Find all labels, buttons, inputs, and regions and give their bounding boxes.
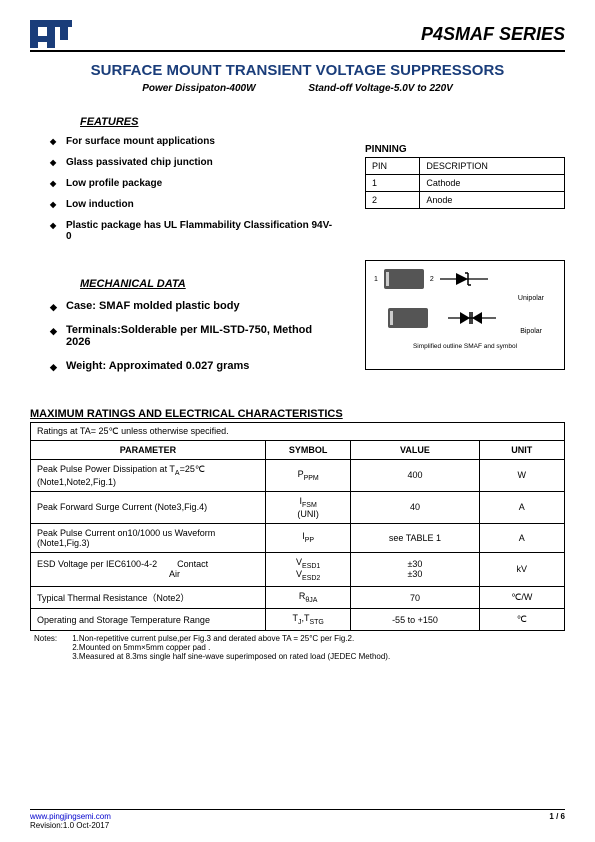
feature-item: Low profile package bbox=[50, 178, 335, 189]
mech-item: Terminals:Solderable per MIL-STD-750, Me… bbox=[50, 324, 335, 348]
table-row: 1 Cathode bbox=[366, 175, 565, 192]
smaf-chip-icon bbox=[388, 308, 428, 328]
company-logo-icon bbox=[30, 20, 72, 48]
footer-revision: Revision:1.0 Oct-2017 bbox=[30, 821, 109, 830]
param-cell: Operating and Storage Temperature Range bbox=[31, 609, 266, 631]
desc-cell: Cathode bbox=[420, 175, 565, 192]
pinning-heading: PINNING bbox=[365, 144, 565, 155]
feature-item: For surface mount applications bbox=[50, 136, 335, 147]
notes-body: 1.Non-repetitive current pulse,per Fig.3… bbox=[72, 634, 390, 661]
header-symbol: SYMBOL bbox=[265, 441, 350, 460]
unit-cell: kV bbox=[479, 552, 564, 587]
pinning-col: PINNING PIN DESCRIPTION 1 Cathode 2 Anod… bbox=[365, 108, 565, 252]
header-unit: UNIT bbox=[479, 441, 564, 460]
unit-cell: A bbox=[479, 523, 564, 552]
features-pinning-row: FEATURES For surface mount applications … bbox=[30, 108, 565, 252]
features-heading: FEATURES bbox=[80, 116, 335, 128]
param-cell: Peak Pulse Power Dissipation at TA=25℃(N… bbox=[31, 460, 266, 492]
subtitle-row: Power Dissipaton-400W Stand-off Voltage-… bbox=[30, 83, 565, 94]
pinning-header-pin: PIN bbox=[366, 158, 420, 175]
unit-cell: W bbox=[479, 460, 564, 492]
param-cell: Typical Thermal Resistance（Note2） bbox=[31, 587, 266, 609]
symbol-cell: PPPM bbox=[265, 460, 350, 492]
pin-label-2: 2 bbox=[430, 276, 434, 283]
pinning-header-desc: DESCRIPTION bbox=[420, 158, 565, 175]
symbol-cell: IPP bbox=[265, 523, 350, 552]
header-value: VALUE bbox=[351, 441, 479, 460]
mechanical-list: Case: SMAF molded plastic body Terminals… bbox=[50, 300, 335, 372]
param-cell: Peak Forward Surge Current (Note3,Fig.4) bbox=[31, 491, 266, 523]
mech-item: Weight: Approximated 0.027 grams bbox=[50, 360, 335, 372]
feature-list: For surface mount applications Glass pas… bbox=[50, 136, 335, 242]
note-line: 2.Mounted on 5mm×5mm copper pad . bbox=[72, 643, 210, 652]
symbol-cell: IFSM(UNI) bbox=[265, 491, 350, 523]
pin-cell: 1 bbox=[366, 175, 420, 192]
header-rule bbox=[30, 50, 565, 52]
param-cell: ESD Voltage per IEC6100-4-2 Contact Air bbox=[31, 552, 266, 587]
ratings-caption: Ratings at TA= 25℃ unless otherwise spec… bbox=[30, 422, 565, 440]
mech-item: Case: SMAF molded plastic body bbox=[50, 300, 335, 312]
unit-cell: ℃/W bbox=[479, 587, 564, 609]
symbol-cell: VESD1VESD2 bbox=[265, 552, 350, 587]
mechanical-heading: MECHANICAL DATA bbox=[80, 278, 335, 290]
unit-cell: A bbox=[479, 491, 564, 523]
value-cell: 400 bbox=[351, 460, 479, 492]
table-row: 2 Anode bbox=[366, 192, 565, 209]
table-row: Peak Forward Surge Current (Note3,Fig.4)… bbox=[31, 491, 565, 523]
mechanical-diagram-row: MECHANICAL DATA Case: SMAF molded plasti… bbox=[30, 260, 565, 384]
notes-label: Notes: bbox=[34, 634, 70, 643]
footer-left: www.pingjingsemi.com Revision:1.0 Oct-20… bbox=[30, 812, 111, 830]
table-row: Typical Thermal Resistance（Note2） RθJA 7… bbox=[31, 587, 565, 609]
bipolar-diode-icon bbox=[448, 309, 496, 327]
subtitle-voltage: Stand-off Voltage-5.0V to 220V bbox=[308, 83, 452, 94]
page-footer: www.pingjingsemi.com Revision:1.0 Oct-20… bbox=[30, 809, 565, 830]
ratings-heading: MAXIMUM RATINGS AND ELECTRICAL CHARACTER… bbox=[30, 408, 565, 420]
value-cell: -55 to +150 bbox=[351, 609, 479, 631]
pinning-table: PIN DESCRIPTION 1 Cathode 2 Anode bbox=[365, 157, 565, 209]
feature-item: Plastic package has UL Flammability Clas… bbox=[50, 220, 335, 242]
bipolar-label: Bipolar bbox=[374, 328, 556, 335]
symbol-cell: TJ,TSTG bbox=[265, 609, 350, 631]
features-col: FEATURES For surface mount applications … bbox=[30, 108, 335, 252]
param-cell: Peak Pulse Current on10/1000 us Waveform… bbox=[31, 523, 266, 552]
diagram-col: 1 2 Unipolar bbox=[365, 260, 565, 384]
table-row: Peak Pulse Power Dissipation at TA=25℃(N… bbox=[31, 460, 565, 492]
symbol-cell: RθJA bbox=[265, 587, 350, 609]
unipolar-diode-icon bbox=[440, 270, 488, 288]
value-cell: 40 bbox=[351, 491, 479, 523]
notes-block: Notes: 1.Non-repetitive current pulse,pe… bbox=[30, 634, 565, 661]
ratings-table: PARAMETER SYMBOL VALUE UNIT Peak Pulse P… bbox=[30, 440, 565, 631]
unit-cell: ℃ bbox=[479, 609, 564, 631]
series-title: P4SMAF SERIES bbox=[421, 24, 565, 45]
smaf-chip-icon bbox=[384, 269, 424, 289]
feature-item: Glass passivated chip junction bbox=[50, 157, 335, 168]
package-diagram: 1 2 Unipolar bbox=[365, 260, 565, 370]
note-line: 1.Non-repetitive current pulse,per Fig.3… bbox=[72, 634, 354, 643]
table-row: ESD Voltage per IEC6100-4-2 Contact Air … bbox=[31, 552, 565, 587]
table-row: PIN DESCRIPTION bbox=[366, 158, 565, 175]
header-row: P4SMAF SERIES bbox=[30, 20, 565, 48]
table-row: Operating and Storage Temperature Range … bbox=[31, 609, 565, 631]
main-title: SURFACE MOUNT TRANSIENT VOLTAGE SUPPRESS… bbox=[30, 62, 565, 79]
note-line: 3.Measured at 8.3ms single half sine-wav… bbox=[72, 652, 390, 661]
page-number: 1 / 6 bbox=[549, 812, 565, 830]
value-cell: 70 bbox=[351, 587, 479, 609]
table-row: Peak Pulse Current on10/1000 us Waveform… bbox=[31, 523, 565, 552]
footer-url: www.pingjingsemi.com bbox=[30, 812, 111, 821]
diagram-caption: Simplified outline SMAF and symbol bbox=[374, 343, 556, 350]
pin-label-1: 1 bbox=[374, 276, 378, 283]
pin-cell: 2 bbox=[366, 192, 420, 209]
value-cell: see TABLE 1 bbox=[351, 523, 479, 552]
feature-item: Low induction bbox=[50, 199, 335, 210]
subtitle-power: Power Dissipaton-400W bbox=[142, 83, 255, 94]
unipolar-label: Unipolar bbox=[374, 295, 556, 302]
table-header-row: PARAMETER SYMBOL VALUE UNIT bbox=[31, 441, 565, 460]
mechanical-col: MECHANICAL DATA Case: SMAF molded plasti… bbox=[30, 260, 335, 384]
desc-cell: Anode bbox=[420, 192, 565, 209]
value-cell: ±30±30 bbox=[351, 552, 479, 587]
header-param: PARAMETER bbox=[31, 441, 266, 460]
